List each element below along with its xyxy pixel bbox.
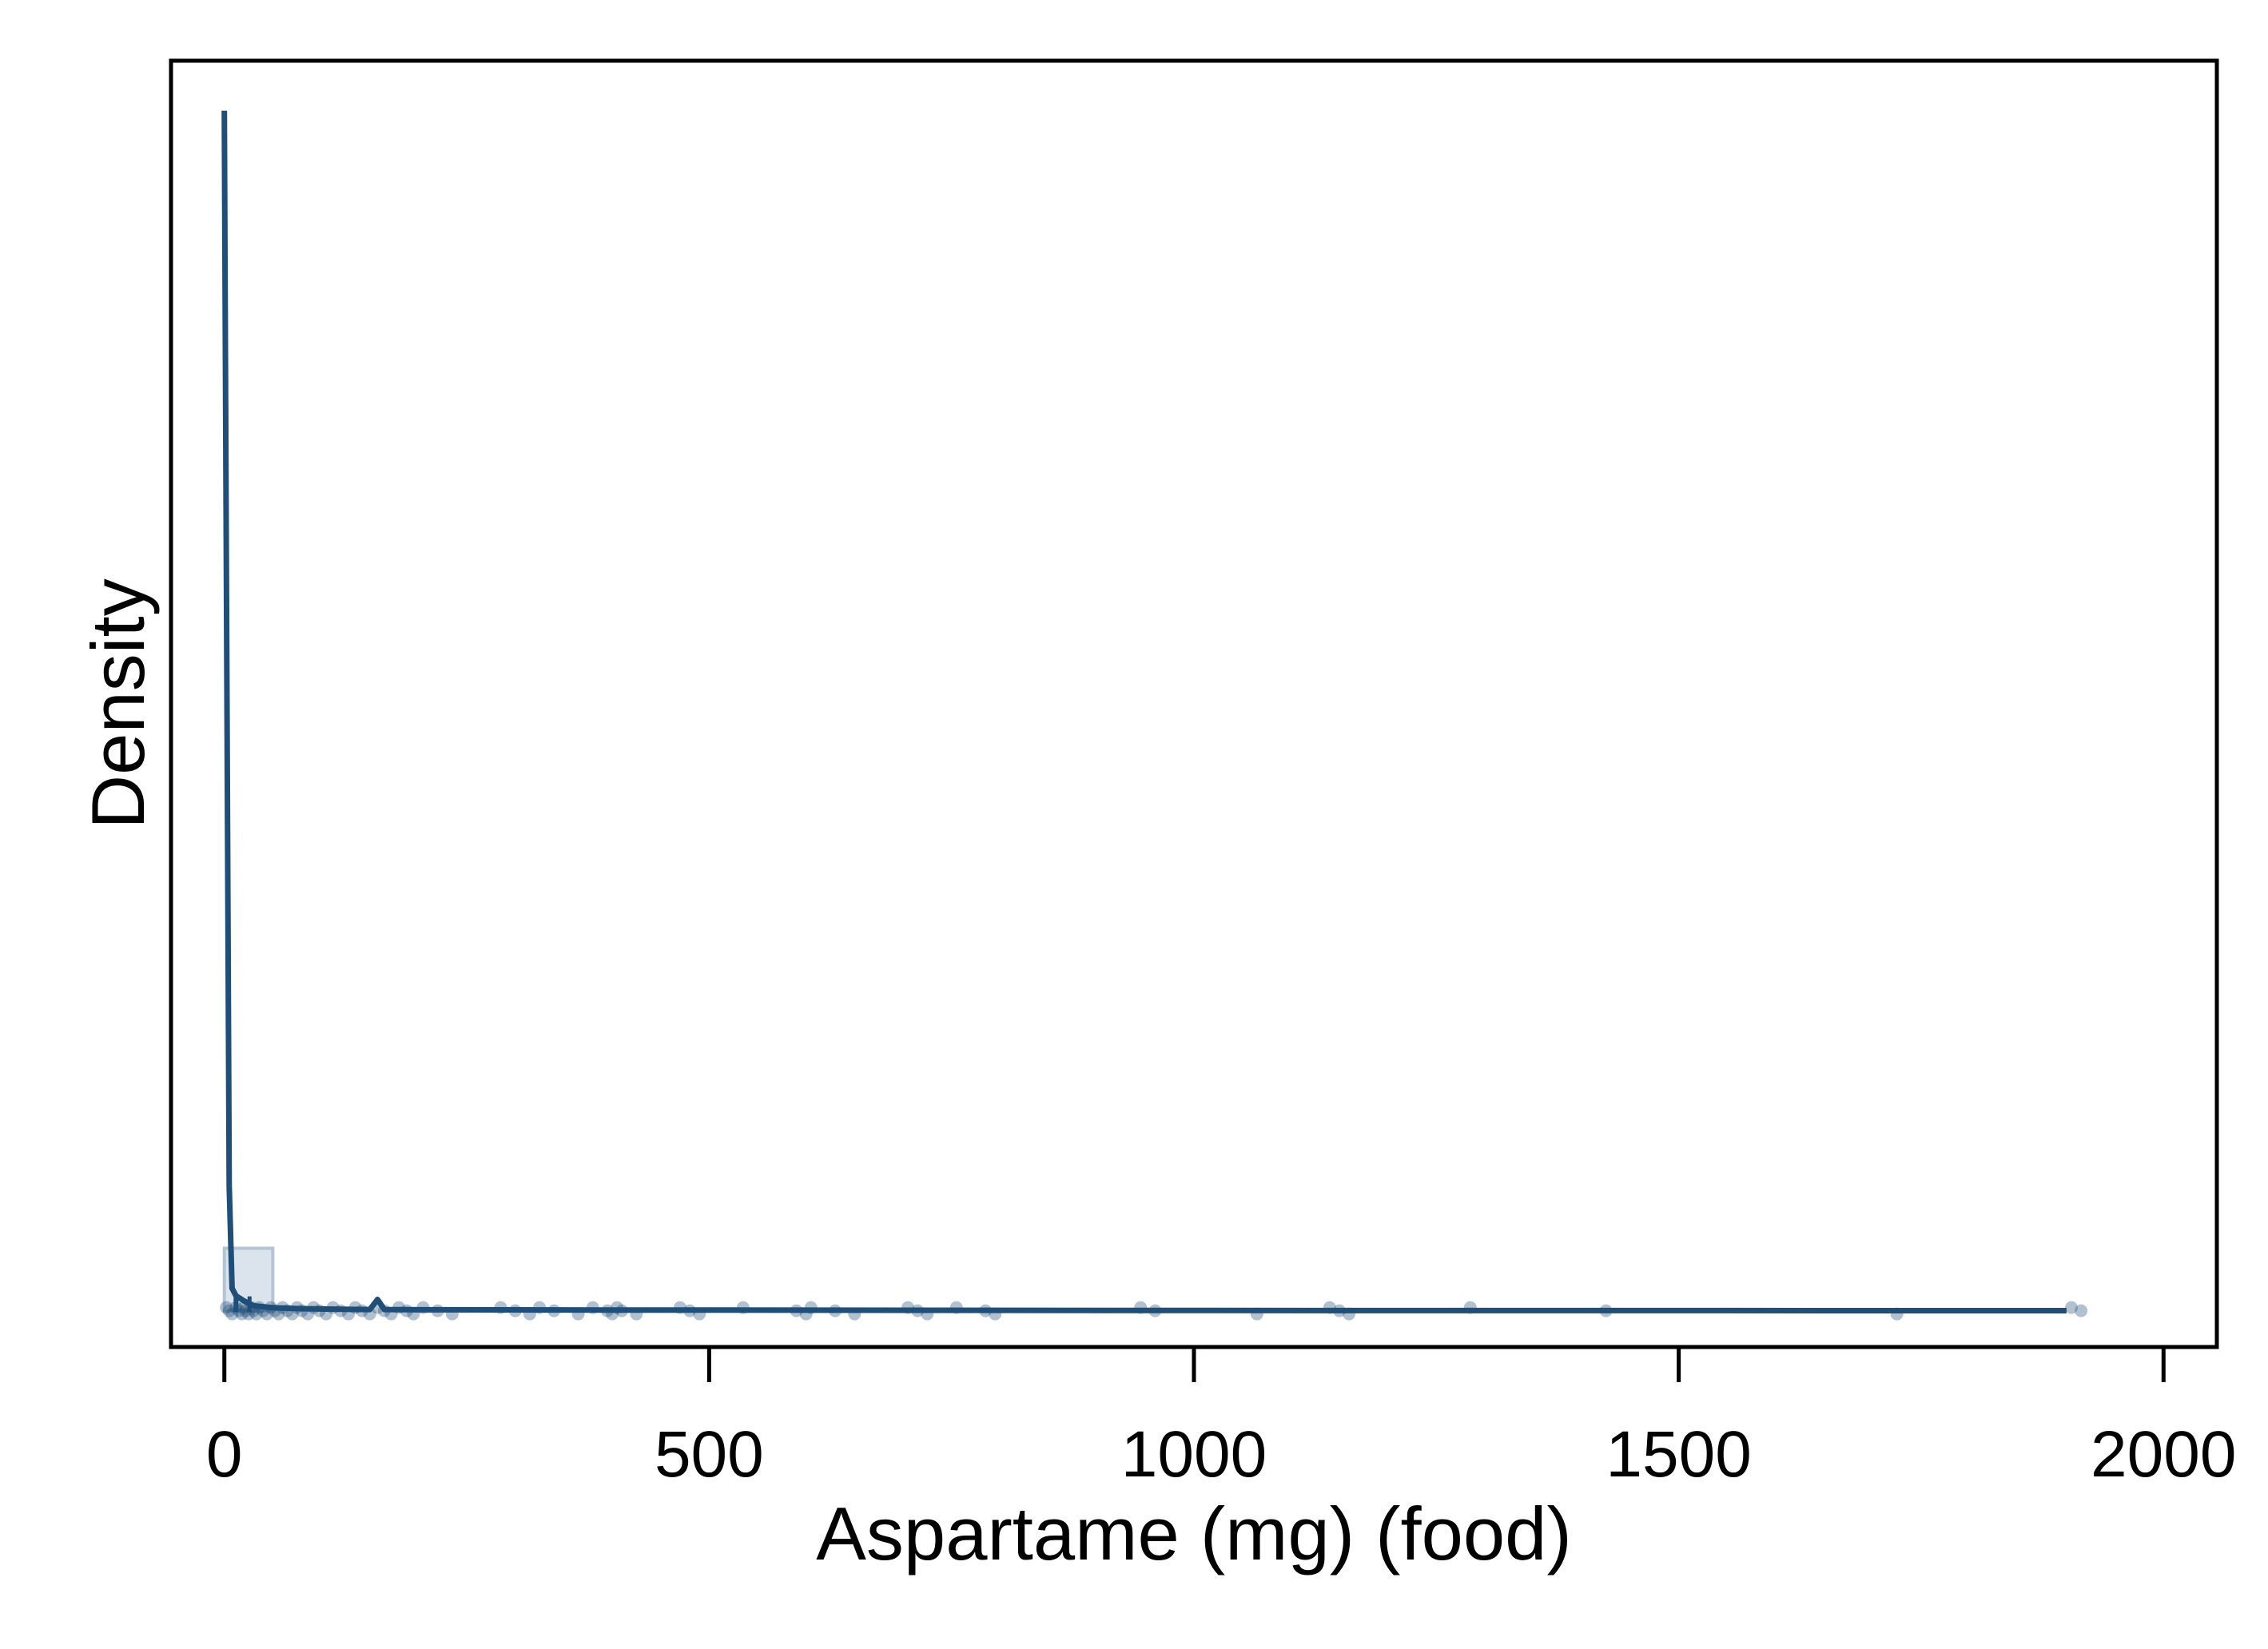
- x-tick-label: 1000: [1121, 1418, 1267, 1491]
- x-tick-label: 0: [206, 1418, 243, 1491]
- x-tick-label: 2000: [2091, 1418, 2236, 1491]
- y-axis-label: Density: [76, 578, 160, 828]
- density-curve-layer: [221, 110, 2067, 1313]
- x-tick-label: 500: [655, 1418, 764, 1491]
- density-curve: [221, 110, 2067, 1313]
- rug-point: [249, 1307, 263, 1321]
- rug-point: [2075, 1304, 2088, 1317]
- rug-point: [261, 1307, 274, 1321]
- x-axis-ticks: 0 500 1000 1500 2000: [206, 1347, 2236, 1491]
- rug-point: [242, 1307, 256, 1321]
- rug-point: [2065, 1301, 2079, 1314]
- x-tick-label: 1500: [1606, 1418, 1751, 1491]
- rug-point: [220, 1301, 233, 1314]
- rug-point: [235, 1307, 249, 1321]
- x-axis-label: Aspartame (mg) (food): [816, 1492, 1572, 1575]
- mean-marker-layer: [233, 1296, 252, 1312]
- rug-point: [222, 1304, 236, 1317]
